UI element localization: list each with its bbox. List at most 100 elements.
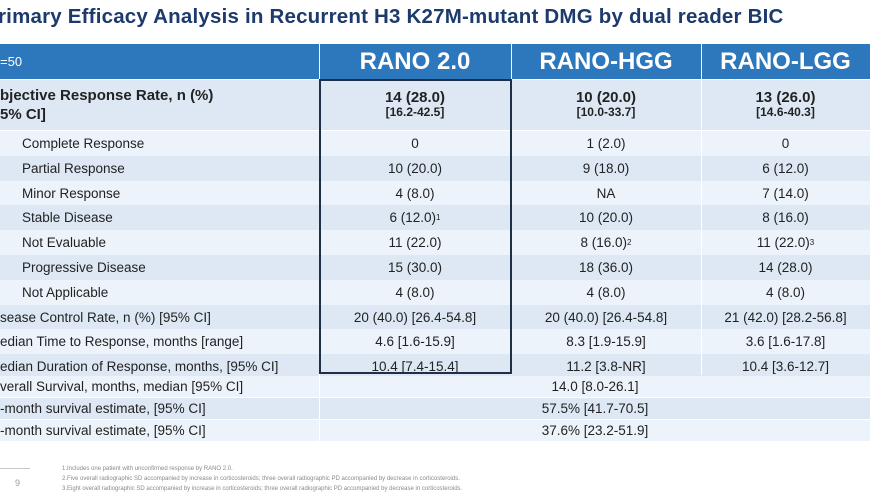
row-label: Stable Disease (22, 210, 113, 225)
value-cell: 6 (12.0) 1 (319, 205, 511, 230)
row-label-cell: Not Evaluable (0, 230, 319, 255)
row-label: Complete Response (22, 136, 145, 151)
cell-value: 3.6 [1.6-17.8] (745, 334, 826, 349)
column-divider (511, 44, 512, 375)
cell-value: 15 (30.0) (387, 260, 443, 275)
value-cell: 1 (2.0) (511, 131, 701, 156)
cell-value: 18 (36.0) (578, 260, 634, 275)
value-cell: 15 (30.0) (319, 255, 511, 280)
column-header-rano-lgg: RANO-LGG (701, 44, 870, 79)
cell-value: 20 (40.0) [26.4-54.8] (544, 310, 668, 325)
value-cell: 7 (14.0) (701, 181, 870, 206)
cell-value: NA (596, 186, 616, 201)
row-label: Not Applicable (22, 285, 109, 300)
row-label-cell: Minor Response (0, 181, 319, 206)
cell-value: 0 (411, 136, 419, 151)
value-cell: 4 (8.0) (319, 181, 511, 206)
row-label-cell: sease Control Rate, n (%) [95% CI] (0, 305, 319, 330)
cell-value: 0 (781, 136, 790, 151)
cell-value: 10 (20.0) (387, 161, 443, 176)
row-label-cell: Progressive Disease (0, 255, 319, 280)
orr-value-rano-2: 14 (28.0) [16.2-42.5] (319, 80, 511, 130)
orr-value-rano-lgg: 13 (26.0) [14.6-40.3] (701, 80, 870, 130)
row-label: Progressive Disease (22, 260, 146, 275)
value-cell: 4 (8.0) (511, 280, 701, 305)
cell-value: 10.4 [7.4-15.4] (371, 359, 459, 374)
cell-value: 8.3 [1.9-15.9] (566, 334, 646, 349)
value-cell: 10.4 [3.6-12.7] (701, 354, 870, 379)
value-cell: NA (511, 181, 701, 206)
value-cell: 21 (42.0) [28.2-56.8] (701, 305, 870, 330)
orr-ci-value: [14.6-40.3] (756, 105, 815, 119)
value-cell: 8 (16.0) 2 (511, 230, 701, 255)
orr-main-value: 13 (26.0) (755, 89, 816, 106)
value-cell: 11 (22.0) 3 (701, 230, 870, 255)
value-cell: 20 (40.0) [26.4-54.8] (319, 305, 511, 330)
value-cell: 0 (319, 131, 511, 156)
orr-value-rano-hgg: 10 (20.0) [10.0-33.7] (511, 80, 701, 130)
row-label: verall Survival, months, median [95% CI] (0, 379, 244, 394)
cell-value: 14 (28.0) (758, 260, 813, 275)
column-divider (701, 44, 702, 375)
page-number: 9 (15, 478, 21, 488)
cell-value: 4.6 [1.6-15.9] (375, 334, 455, 349)
row-label: Not Evaluable (22, 235, 107, 250)
value-cell: 4 (8.0) (701, 280, 870, 305)
n-label: =50 (0, 54, 23, 69)
value-cell: 9 (18.0) (511, 156, 701, 181)
merged-value-cell: 57.5% [41.7-70.5] (320, 398, 870, 419)
footnote-1: 1.Includes one patient with unconfirmed … (62, 466, 233, 472)
value-cell: 0 (701, 131, 870, 156)
cell-value: 11 (22.0) (756, 235, 810, 250)
cell-value: 11 (22.0) (388, 235, 442, 250)
row-label: edian Duration of Response, months, [95%… (0, 359, 279, 374)
merged-value-cell: 14.0 [8.0-26.1] (320, 376, 870, 397)
cell-value: 7 (14.0) (762, 186, 809, 201)
merged-row-label-cell: verall Survival, months, median [95% CI] (0, 376, 319, 397)
footer-divider (0, 468, 30, 469)
orr-ci-value: [10.0-33.7] (576, 105, 636, 119)
row-label-cell: Partial Response (0, 156, 319, 181)
cell-value: 6 (12.0) (389, 210, 437, 225)
orr-main-value: 14 (28.0) (384, 89, 446, 106)
column-divider (319, 44, 320, 440)
value-cell: 10 (20.0) (319, 156, 511, 181)
orr-label-cell: bjective Response Rate, n (%) 5% CI] (0, 80, 319, 130)
row-label: Partial Response (22, 161, 125, 176)
slide-title: rimary Efficacy Analysis in Recurrent H3… (0, 5, 784, 28)
row-label-cell: Stable Disease (0, 205, 319, 230)
cell-value: 8 (16.0) (762, 210, 809, 225)
value-cell: 8.3 [1.9-15.9] (511, 329, 701, 354)
value-cell: 4 (8.0) (319, 280, 511, 305)
footnote-3: 3.Eight overall radiographic SD accompan… (62, 486, 463, 492)
value-cell: 10 (20.0) (511, 205, 701, 230)
value-cell: 11 (22.0) (319, 230, 511, 255)
value-cell: 14 (28.0) (701, 255, 870, 280)
row-label-cell: Complete Response (0, 131, 319, 156)
cell-value: 4 (8.0) (586, 285, 626, 300)
merged-row-label-cell: -month survival estimate, [95% CI] (0, 398, 319, 419)
row-label-cell: edian Time to Response, months [range] (0, 329, 319, 354)
column-header-rano-2: RANO 2.0 (319, 44, 511, 79)
value-cell: 20 (40.0) [26.4-54.8] (511, 305, 701, 330)
cell-value: 21 (42.0) [28.2-56.8] (724, 310, 847, 325)
row-label: Minor Response (22, 186, 121, 201)
column-header-rano-hgg: RANO-HGG (511, 44, 701, 79)
row-label: -month survival estimate, [95% CI] (0, 401, 206, 416)
n-header-cell: =50 (0, 44, 319, 79)
cell-value: 1 (2.0) (586, 136, 626, 151)
value-cell: 18 (36.0) (511, 255, 701, 280)
value-cell: 3.6 [1.6-17.8] (701, 329, 870, 354)
cell-value: 6 (12.0) (762, 161, 809, 176)
merged-row-label-cell: -month survival estimate, [95% CI] (0, 420, 319, 441)
cell-value: 8 (16.0) (580, 235, 628, 250)
value-cell: 6 (12.0) (701, 156, 870, 181)
value-cell: 11.2 [3.8-NR] (511, 354, 701, 379)
cell-value: 11.2 [3.8-NR] (566, 359, 646, 374)
cell-value: 9 (18.0) (582, 161, 630, 176)
cell-value: 10 (20.0) (578, 210, 634, 225)
merged-value-cell: 37.6% [23.2-51.9] (320, 420, 870, 441)
cell-value: 37.6% [23.2-51.9] (541, 423, 649, 438)
